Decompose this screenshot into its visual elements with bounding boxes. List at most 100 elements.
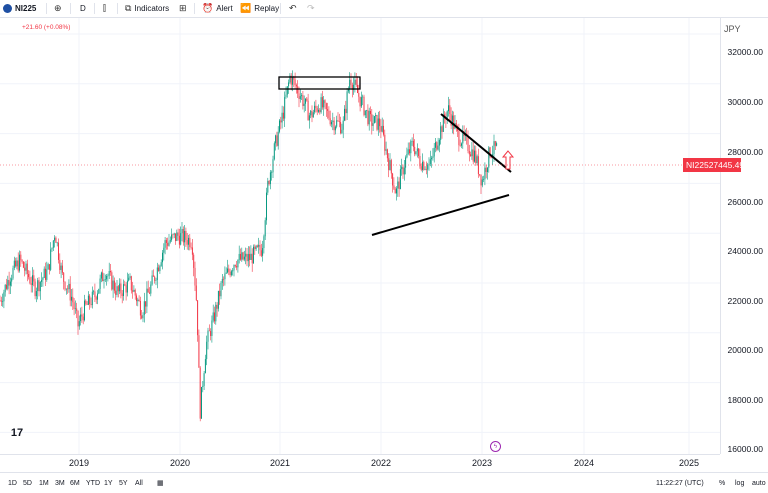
undo-button[interactable]: ↶ <box>289 0 300 17</box>
candle-body <box>487 167 488 172</box>
candle-body <box>385 149 387 151</box>
candle-body <box>308 115 310 121</box>
candle-body <box>220 282 222 297</box>
range-1d[interactable]: 1D <box>8 479 17 487</box>
candle-body <box>269 172 271 185</box>
symbol-logo-icon <box>3 4 12 13</box>
candle-body <box>253 246 254 264</box>
candle-body <box>54 237 56 241</box>
candle-body <box>171 234 173 241</box>
candle-body <box>438 140 440 146</box>
alert-button[interactable]: ⏰ Alert <box>202 0 233 17</box>
candle-body <box>217 290 219 309</box>
candle-body <box>116 286 118 295</box>
range-all[interactable]: All <box>135 479 143 487</box>
range-3m[interactable]: 3M <box>55 479 65 487</box>
candle-body <box>372 123 374 126</box>
candle-body <box>19 254 20 271</box>
event-marker-icon[interactable]: ϟ <box>490 441 501 452</box>
candle-body <box>307 100 309 121</box>
candle-body <box>388 158 390 171</box>
price-candles <box>0 70 498 422</box>
time-axis[interactable]: 2019 2020 2021 2022 2023 2024 2025 <box>0 454 720 473</box>
candle-body <box>432 156 434 158</box>
candle-body <box>428 163 430 165</box>
range-6m[interactable]: 6M <box>70 479 80 487</box>
candle-body <box>407 149 409 155</box>
range-5d[interactable]: 5D <box>23 479 32 487</box>
percent-scale-toggle[interactable]: % <box>719 479 726 487</box>
candle-body <box>4 284 6 293</box>
candle-body <box>440 126 442 141</box>
candle-body <box>47 264 49 270</box>
candle-body <box>293 77 295 80</box>
candle-body <box>237 259 239 268</box>
candle-body <box>288 82 290 87</box>
candle-body <box>437 145 439 150</box>
candle-body <box>324 100 326 104</box>
candle-body <box>455 123 457 127</box>
candle-body <box>33 275 35 282</box>
candle-body <box>338 121 340 123</box>
candle-body <box>178 235 180 245</box>
candle-body <box>207 330 209 342</box>
candle-body <box>371 114 373 126</box>
interval-button[interactable]: D <box>80 0 86 17</box>
candle-body <box>302 95 304 106</box>
candle-body <box>6 284 7 289</box>
layout-button[interactable]: ⊞ <box>179 0 190 17</box>
last-price-symbol: NI225 <box>686 160 709 170</box>
price-scale[interactable]: JPY 32000.00 30000.00 28000.00 26000.00 … <box>720 18 768 454</box>
undo-icon: ↶ <box>289 3 297 13</box>
candle-body <box>219 290 221 297</box>
log-scale-toggle[interactable]: log <box>735 479 745 487</box>
candle-body <box>392 173 394 186</box>
chart-pane[interactable] <box>0 18 720 454</box>
tradingview-logo-icon[interactable]: 17 <box>10 427 24 439</box>
replay-button[interactable]: ⏪ Replay <box>240 0 279 17</box>
indicators-button[interactable]: ⧉ Indicators <box>125 0 169 17</box>
candle-body <box>414 146 416 155</box>
candle-body <box>242 252 244 260</box>
range-ytd[interactable]: YTD <box>86 479 100 487</box>
chart-grid <box>0 18 720 454</box>
candle-body <box>113 280 115 291</box>
candle-body <box>228 268 230 272</box>
utc-clock[interactable]: 11:22:27 (UTC) <box>656 479 704 487</box>
candle-body <box>448 105 449 112</box>
candle-body <box>349 79 351 89</box>
indicators-icon: ⧉ <box>125 3 132 13</box>
candle-body <box>354 79 356 85</box>
candle-body <box>110 271 111 273</box>
candle-body <box>152 275 154 277</box>
candle-body <box>76 308 78 311</box>
calendar-range-icon[interactable]: ▦ <box>157 480 164 487</box>
range-1y[interactable]: 1Y <box>104 479 113 487</box>
auto-scale-toggle[interactable]: auto <box>752 479 766 487</box>
candle-body <box>159 265 161 272</box>
compare-button[interactable]: ⊕ <box>54 0 65 17</box>
range-5y[interactable]: 5Y <box>119 479 128 487</box>
candle-body <box>263 236 265 249</box>
candle-body <box>277 131 279 146</box>
candle-body <box>29 277 31 284</box>
candle-body <box>250 253 252 260</box>
price-tick-label: 22000.00 <box>727 296 763 306</box>
candle-body <box>24 267 26 271</box>
candle-body <box>37 280 39 292</box>
candle-body <box>56 242 58 244</box>
range-1m[interactable]: 1M <box>39 479 49 487</box>
candle-body <box>431 157 433 160</box>
candle-body <box>275 135 277 144</box>
chart-type-button[interactable]: ⫿ <box>103 0 109 17</box>
candle-body <box>346 91 348 114</box>
candle-body <box>52 240 54 248</box>
candle-body <box>167 242 169 246</box>
candle-body <box>311 110 313 118</box>
candle-body <box>214 312 215 322</box>
symbol-search[interactable]: NI225 <box>3 0 36 17</box>
candle-body <box>91 291 93 306</box>
candle-body <box>199 367 201 419</box>
candle-body <box>69 283 71 301</box>
redo-button[interactable]: ↷ <box>307 0 318 17</box>
